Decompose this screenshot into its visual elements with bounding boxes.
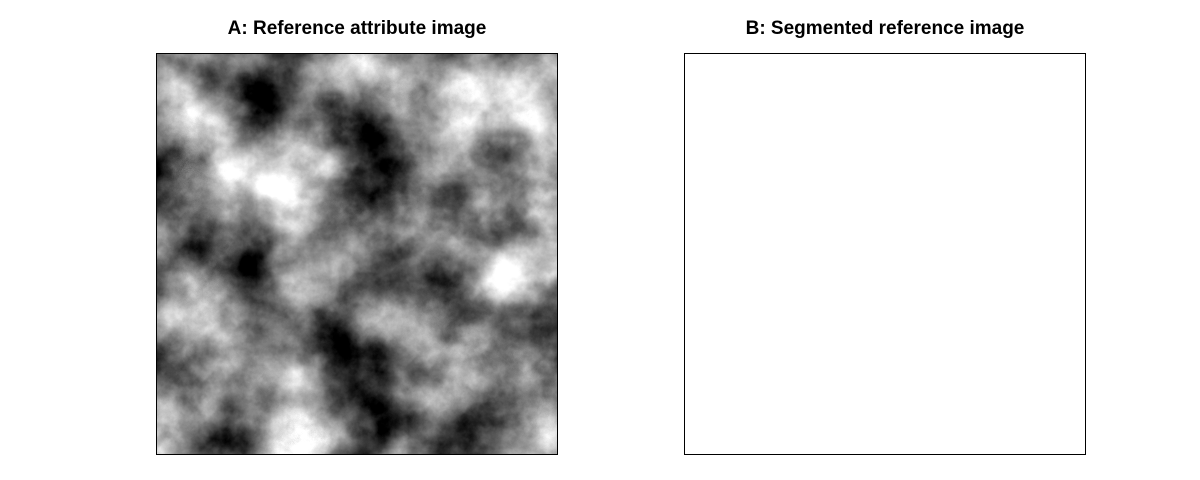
panel-b-title: B: Segmented reference image — [745, 18, 1025, 39]
reference-attribute-image — [156, 53, 558, 455]
segmented-reference-field — [685, 54, 1085, 454]
reference-attribute-field — [157, 54, 557, 454]
segmented-reference-image — [684, 53, 1086, 455]
panel-a-title: A: Reference attribute image — [227, 18, 487, 39]
